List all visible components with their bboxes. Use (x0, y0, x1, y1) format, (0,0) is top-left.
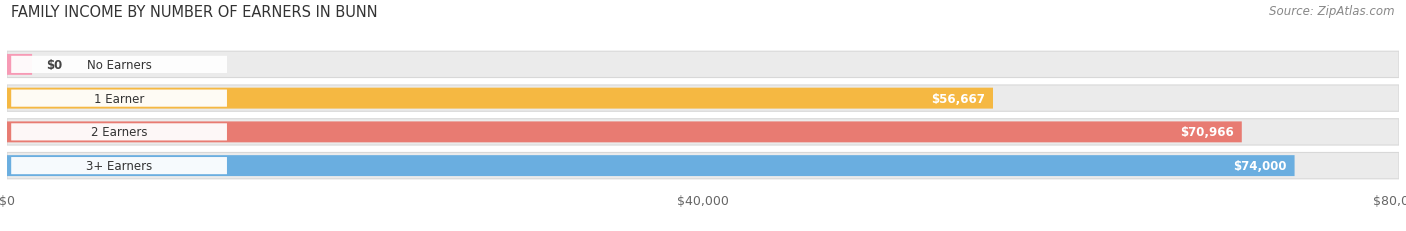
FancyBboxPatch shape (11, 90, 226, 107)
FancyBboxPatch shape (11, 57, 226, 74)
Text: $70,966: $70,966 (1180, 126, 1233, 139)
FancyBboxPatch shape (7, 155, 1295, 176)
Text: No Earners: No Earners (87, 59, 152, 72)
Text: 1 Earner: 1 Earner (94, 92, 145, 105)
FancyBboxPatch shape (11, 157, 226, 174)
Text: $56,667: $56,667 (931, 92, 984, 105)
FancyBboxPatch shape (7, 153, 1399, 179)
Text: 2 Earners: 2 Earners (91, 126, 148, 139)
FancyBboxPatch shape (7, 86, 1399, 112)
FancyBboxPatch shape (7, 122, 1241, 143)
FancyBboxPatch shape (7, 55, 32, 76)
FancyBboxPatch shape (11, 124, 226, 141)
Text: FAMILY INCOME BY NUMBER OF EARNERS IN BUNN: FAMILY INCOME BY NUMBER OF EARNERS IN BU… (11, 5, 378, 20)
Text: $74,000: $74,000 (1233, 159, 1286, 172)
Text: Source: ZipAtlas.com: Source: ZipAtlas.com (1270, 5, 1395, 18)
FancyBboxPatch shape (7, 119, 1399, 145)
FancyBboxPatch shape (7, 52, 1399, 78)
Text: 3+ Earners: 3+ Earners (86, 159, 152, 172)
FancyBboxPatch shape (7, 88, 993, 109)
Text: $0: $0 (46, 59, 62, 72)
